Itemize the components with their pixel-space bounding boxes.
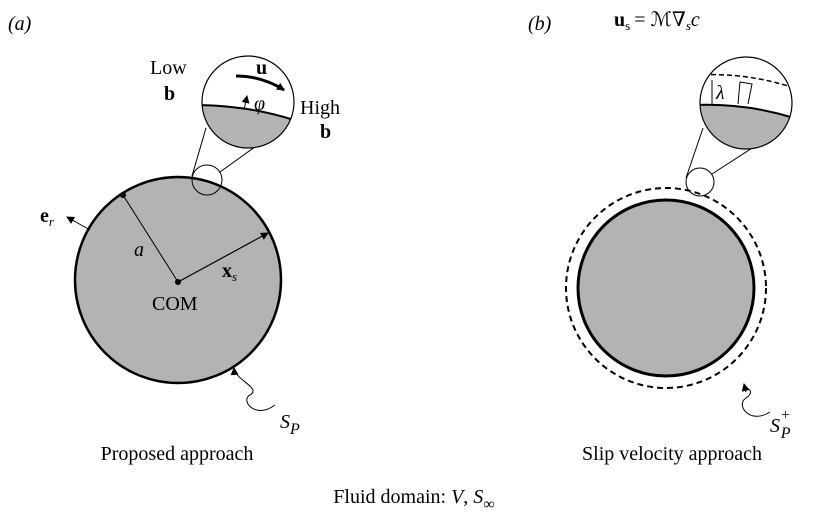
- panel-label: (b): [528, 13, 552, 35]
- low-vector: b: [164, 83, 175, 105]
- surface-pointer: [742, 388, 770, 416]
- equation: us= ℳ∇sc: [614, 9, 700, 33]
- figure: (a) u φ Low b High b er a xs COM SP Prop…: [0, 0, 828, 513]
- zoom-line: [192, 128, 206, 176]
- normal-label: er: [40, 205, 55, 229]
- surface-pointer: [234, 368, 275, 410]
- panel-label: (a): [8, 13, 32, 35]
- high-label: High: [300, 97, 340, 119]
- zoom-line: [686, 128, 703, 178]
- low-label: Low: [150, 57, 187, 79]
- footer: Fluid domain: V, S∞: [333, 486, 494, 513]
- particle: [578, 200, 754, 376]
- surface-label: SP: [280, 411, 300, 438]
- zoom-region: [686, 168, 714, 196]
- normal-arrow: [67, 217, 90, 230]
- caption: Proposed approach: [101, 443, 254, 465]
- velocity-label: u: [256, 57, 267, 79]
- caption: Slip velocity approach: [582, 443, 762, 465]
- com-label: COM: [152, 293, 198, 315]
- radius-label: a: [134, 239, 144, 261]
- angle-label: φ: [254, 93, 265, 115]
- thickness-label: λ: [715, 82, 725, 104]
- velocity-profile: [738, 82, 752, 104]
- surface-label: S+P: [770, 407, 791, 442]
- high-vector: b: [320, 121, 331, 143]
